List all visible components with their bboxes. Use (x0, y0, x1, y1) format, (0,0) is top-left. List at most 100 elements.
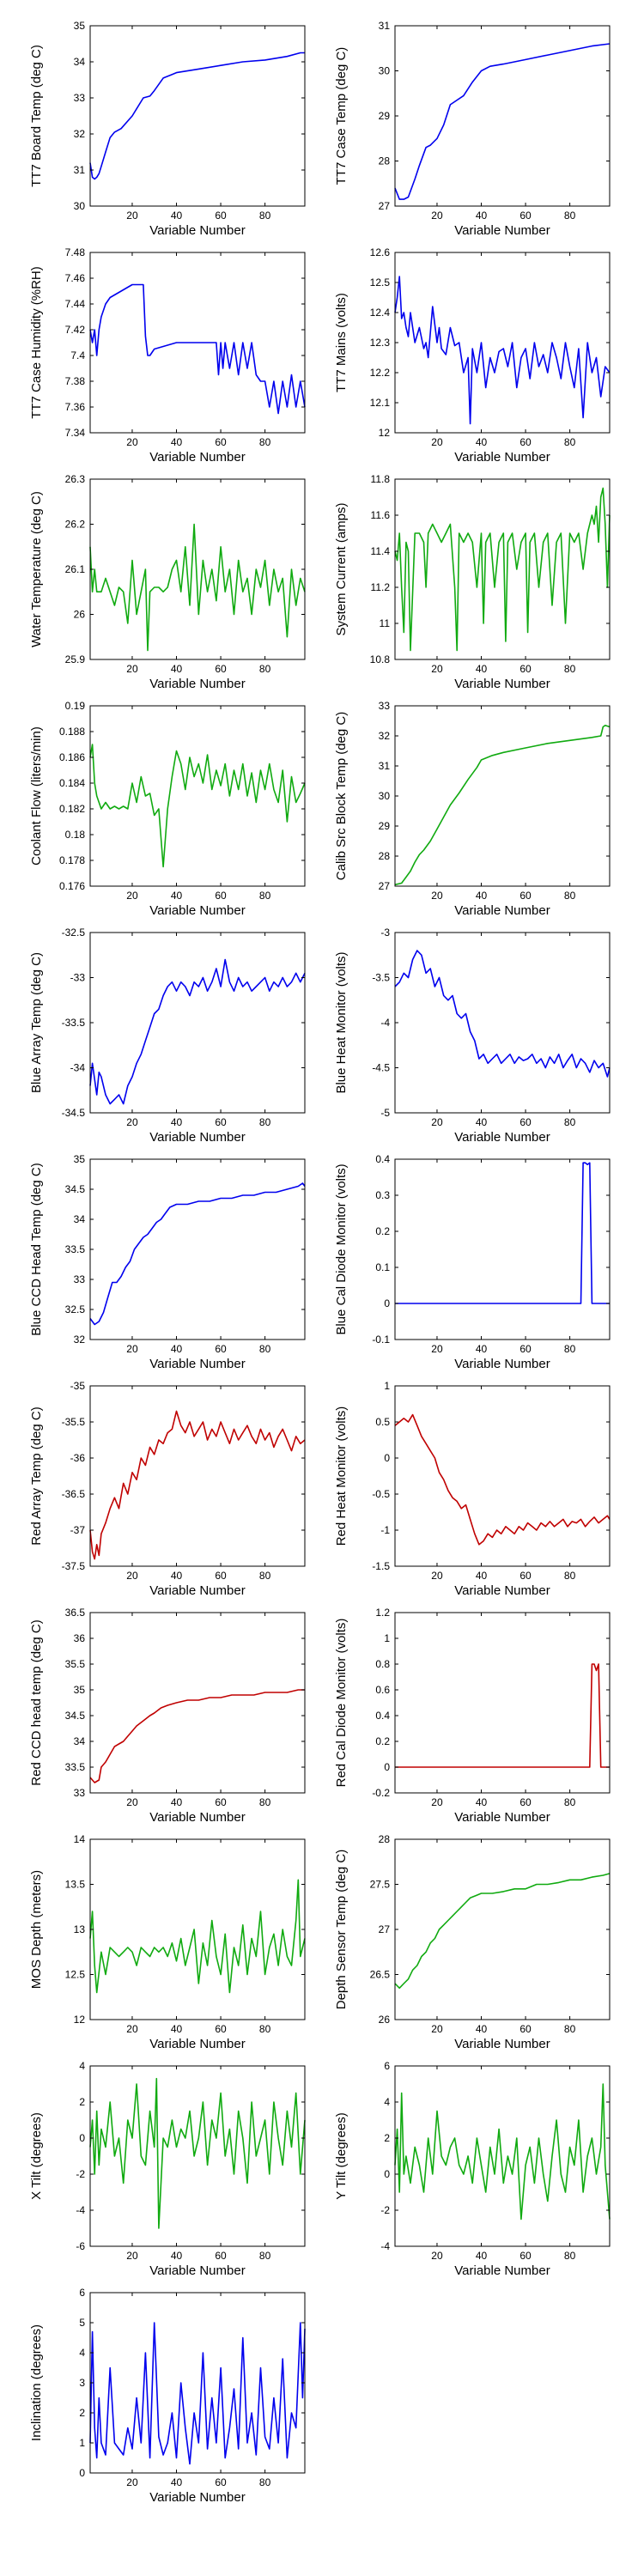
x-tick-label: 80 (259, 2476, 271, 2488)
chart-6: 20 40 60 80 10.8 11 11.2 11.4 11.6 11.8 Variable N… (334, 473, 611, 691)
y-tick-label: 6 (384, 2060, 390, 2072)
y-tick-label: 0 (384, 2168, 390, 2180)
x-tick-label: 80 (564, 1570, 576, 1582)
y-axis-label: Red Array Temp (deg C) (29, 1406, 44, 1545)
y-tick-label: 31 (74, 164, 86, 176)
y-tick-label: -0.2 (372, 1787, 390, 1799)
y-tick-label: 33 (74, 92, 86, 104)
x-tick-label: 60 (215, 890, 227, 902)
y-tick-label: 12 (74, 2014, 86, 2026)
series-line (394, 2083, 611, 2221)
x-tick-label: 20 (431, 1570, 443, 1582)
plot-frame (394, 1612, 611, 1794)
x-tick-label: 60 (519, 1570, 532, 1582)
y-axis-label: TT7 Board Temp (deg C) (29, 45, 44, 187)
chart-16: 20 40 60 80 -0.2 0 0.2 0.4 0.6 0.8 1 1.2 Variable Nu… (334, 1607, 611, 1825)
x-tick-label: 80 (259, 2023, 271, 2035)
y-tick-label: 7.44 (65, 298, 86, 310)
y-tick-label: 27 (379, 200, 391, 212)
x-tick-label: 80 (259, 1570, 271, 1582)
y-tick-label: 12.5 (65, 1969, 86, 1981)
x-tick-label: 20 (431, 210, 443, 222)
x-tick-label: 60 (519, 210, 532, 222)
series-line (89, 2322, 306, 2465)
y-tick-label: 0.5 (375, 1416, 390, 1428)
y-tick-label: 4 (384, 2096, 390, 2108)
y-tick-label: 13 (74, 1923, 86, 1935)
y-axis-label: Blue Array Temp (deg C) (29, 952, 44, 1093)
y-tick-label: -0.1 (372, 1334, 390, 1346)
x-tick-label: 20 (431, 1796, 443, 1808)
plot-frame (394, 705, 611, 887)
series-line (394, 1413, 611, 1546)
plot-frame (394, 932, 611, 1114)
y-axis-label: TT7 Case Temp (deg C) (334, 47, 349, 185)
y-axis-label: Water Temperature (deg C) (29, 491, 44, 647)
y-tick-label: 36.5 (65, 1607, 86, 1619)
y-tick-label: 10.8 (370, 653, 391, 665)
y-tick-label: 12.1 (370, 397, 391, 409)
y-tick-label: -4 (380, 1017, 390, 1029)
y-axis-label: Red CCD head temp (deg C) (29, 1619, 44, 1785)
series-line (394, 724, 611, 886)
series-line (89, 1182, 306, 1326)
x-axis-label: Variable Number (454, 1810, 550, 1825)
y-tick-label: 7.48 (65, 246, 86, 258)
y-tick-label: 28 (379, 155, 391, 167)
x-tick-label: 80 (564, 2250, 576, 2262)
x-axis-label: Variable Number (454, 2263, 550, 2278)
x-tick-label: 20 (431, 663, 443, 675)
y-tick-label: 7.46 (65, 272, 86, 284)
y-tick-label: 11 (380, 617, 391, 629)
y-axis-label: Red Heat Monitor (volts) (334, 1406, 349, 1546)
series-line (89, 1689, 305, 1783)
x-tick-label: 60 (215, 1116, 227, 1128)
x-tick-label: 80 (564, 890, 576, 902)
y-tick-label: 1 (79, 2437, 85, 2449)
y-axis-label: MOS Depth (meters) (29, 1870, 44, 1989)
y-tick-label: 0 (384, 1452, 390, 1464)
series-line (89, 283, 306, 415)
y-tick-label: 26 (379, 2014, 391, 2026)
x-tick-label: 60 (519, 2250, 532, 2262)
x-axis-label: Variable Number (149, 903, 245, 918)
series-line (89, 1879, 306, 1994)
x-tick-label: 80 (259, 210, 271, 222)
x-tick-label: 80 (564, 2023, 576, 2035)
x-axis-label: Variable Number (149, 677, 245, 691)
y-axis-label: Inclination (degrees) (29, 2324, 44, 2441)
y-tick-label: 11.8 (371, 473, 391, 485)
y-tick-label: 0.18 (65, 829, 86, 841)
plot-frame (394, 1838, 611, 2020)
x-tick-label: 40 (171, 1116, 183, 1128)
y-tick-label: 1.2 (375, 1607, 390, 1619)
y-tick-label: 29 (379, 110, 391, 122)
y-tick-label: 1 (384, 1632, 390, 1644)
y-tick-label: 34 (74, 1213, 86, 1225)
y-tick-label: 0.176 (59, 880, 85, 892)
x-tick-label: 40 (171, 436, 183, 448)
y-tick-label: 31 (379, 760, 391, 772)
x-tick-label: 20 (126, 2476, 138, 2488)
y-tick-label: 4 (79, 2347, 85, 2359)
y-tick-label: 26.5 (370, 1969, 391, 1981)
chart-18: 20 40 60 80 26 26.5 27 27.5 28 Variable Number Dep… (334, 1833, 611, 2051)
x-tick-label: 40 (476, 436, 488, 448)
x-tick-label: 20 (431, 2023, 443, 2035)
x-tick-label: 20 (126, 2250, 138, 2262)
y-tick-label: -1 (380, 1524, 390, 1536)
chart-1: 20 40 60 80 30 31 32 33 34 35 Variable Number TT7 B… (29, 20, 306, 238)
y-tick-label: 28 (379, 1833, 391, 1845)
chart-12: 20 40 60 80 -0.1 0 0.1 0.2 0.3 0.4 Variable Number… (334, 1153, 611, 1371)
series-line (395, 1663, 610, 1768)
x-tick-label: 40 (171, 1343, 183, 1355)
x-tick-label: 40 (171, 210, 183, 222)
x-tick-label: 20 (431, 2250, 443, 2262)
x-tick-label: 40 (476, 890, 488, 902)
y-tick-label: 32 (74, 1334, 86, 1346)
x-axis-label: Variable Number (149, 2037, 245, 2051)
x-tick-label: 80 (259, 1116, 271, 1128)
plot-frame (89, 2292, 306, 2474)
y-axis-label: Blue Heat Monitor (volts) (334, 951, 349, 1093)
chart-19: 20 40 60 80 -6 -4 -2 0 2 4 Variable Number X Tilt (… (29, 2060, 306, 2278)
